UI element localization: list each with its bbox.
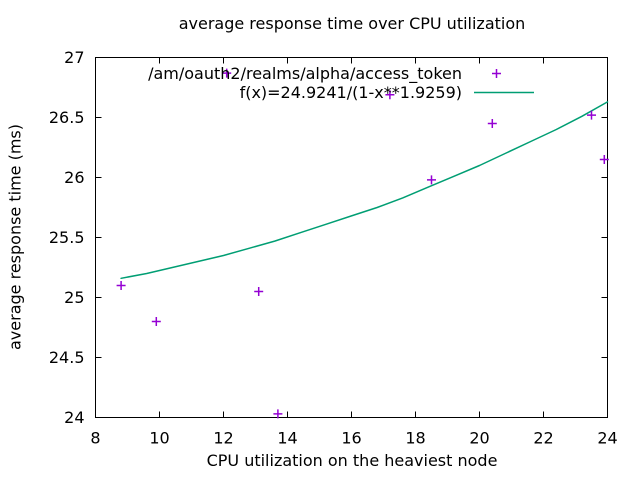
- plot-border: [95, 57, 608, 418]
- legend-label-points: /am/oauth2/realms/alpha/access_token: [148, 64, 462, 83]
- data-point-marker: [587, 110, 596, 120]
- legend-point-sample: [492, 69, 501, 78]
- legend: /am/oauth2/realms/alpha/access_token f(x…: [148, 64, 462, 102]
- legend-label-fit-line: f(x)=24.9241/(1-x**1.9259): [239, 83, 462, 102]
- data-point-layer: [116, 68, 609, 419]
- x-tick-label: 10: [149, 429, 169, 448]
- fit-curve-layer: [120, 101, 609, 280]
- y-tick-label: 24.5: [49, 348, 85, 367]
- y-tick-label: 25: [64, 288, 84, 307]
- tick-marks: [95, 57, 608, 418]
- data-point-marker: [385, 90, 395, 100]
- data-point-marker: [254, 287, 264, 296]
- y-tick-label: 25.5: [49, 228, 85, 247]
- tick-labels: 8 10 12 14 16 18 20 22 24 24 24.5 25 25.5 26 26.5 27: [49, 48, 618, 447]
- x-tick-label: 14: [277, 429, 297, 448]
- x-tick-label: 20: [469, 429, 489, 448]
- legend-entry-fit-line: f(x)=24.9241/(1-x**1.9259): [148, 83, 462, 102]
- data-point-marker: [151, 317, 161, 326]
- x-tick-label: 16: [341, 429, 361, 448]
- data-point-marker: [487, 119, 497, 128]
- fit-curve: [120, 101, 609, 280]
- x-tick-label: 22: [533, 429, 553, 448]
- y-tick-label: 26.5: [49, 108, 85, 127]
- x-tick-label: 12: [213, 429, 233, 448]
- data-point-marker: [427, 175, 436, 185]
- data-point-marker: [599, 155, 609, 164]
- data-point-marker: [116, 281, 126, 290]
- x-axis-label: CPU utilization on the heaviest node: [206, 451, 498, 470]
- legend-samples: [474, 69, 534, 94]
- y-tick-label: 26: [64, 168, 84, 187]
- x-tick-label: 18: [405, 429, 425, 448]
- chart-title: average response time over CPU utilizati…: [178, 14, 526, 33]
- x-tick-label: 8: [90, 429, 100, 448]
- data-point-marker: [273, 409, 283, 419]
- y-axis-label: average response time (ms): [5, 124, 25, 350]
- data-point-marker: [222, 68, 232, 78]
- y-tick-label: 27: [64, 48, 84, 67]
- y-tick-label: 24: [64, 408, 84, 427]
- legend-entry-points: /am/oauth2/realms/alpha/access_token: [148, 64, 462, 83]
- x-tick-label: 24: [597, 429, 617, 448]
